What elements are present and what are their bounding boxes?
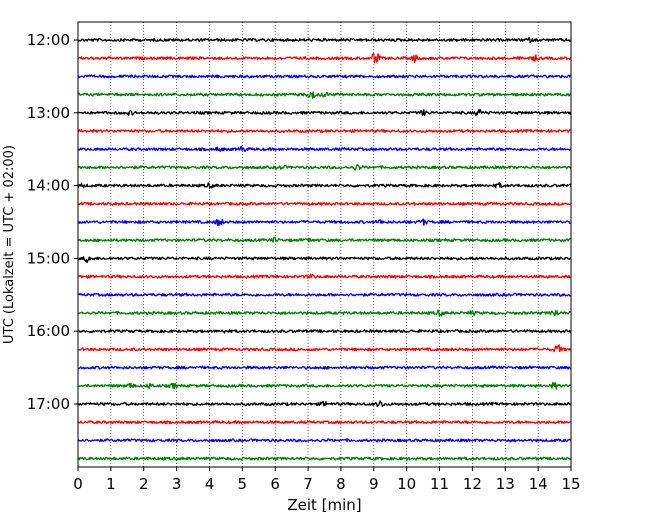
trace-1330 [77,145,572,153]
x-tick-label: 10 [397,475,416,493]
trace-1300 [77,108,572,117]
trace-1745 [77,456,572,461]
y-tick-label: 16:00 [27,322,70,340]
trace-1545 [77,309,572,317]
plot-frame [77,21,572,468]
x-tick-label: 7 [303,475,313,493]
trace-1615 [77,344,572,353]
trace-1245 [77,91,572,99]
y-tick-label: 13:00 [27,104,70,122]
trace-1530 [77,292,572,297]
trace-1630 [77,365,572,370]
grid-lines [110,22,539,467]
y-tick-label: 17:00 [27,395,70,413]
y-ticks: 12:00 13:00 14:00 15:00 16:00 17:00 [27,31,78,413]
trace-1315 [77,128,572,134]
x-tick-label: 11 [430,475,449,493]
seismogram-traces [77,36,572,461]
trace-1430 [77,218,572,227]
x-tick-label: 13 [496,475,515,493]
trace-1600 [77,329,572,334]
x-tick-label: 5 [238,475,248,493]
trace-1515 [77,273,572,279]
trace-1215 [77,52,572,64]
y-tick-label: 12:00 [27,31,70,49]
x-tick-label: 9 [369,475,379,493]
y-tick-label: 14:00 [27,177,70,195]
trace-1200 [77,36,572,44]
x-tick-label: 14 [529,475,548,493]
x-tick-label: 3 [172,475,182,493]
y-tick-label: 15:00 [27,249,70,267]
x-tick-label: 12 [463,475,482,493]
trace-1400 [77,182,572,189]
x-ticks: 0 1 2 3 4 5 6 7 8 9 10 11 12 13 14 15 [73,467,581,493]
trace-1700 [77,400,572,408]
x-tick-label: 2 [139,475,149,493]
trace-1715 [77,420,572,425]
trace-1500 [77,256,572,264]
trace-1415 [77,201,572,206]
trace-1445 [77,237,572,243]
x-tick-label: 4 [205,475,215,493]
trace-1345 [77,164,572,171]
x-axis-label: Zeit [min] [287,496,361,514]
x-tick-label: 8 [336,475,346,493]
x-tick-label: 6 [270,475,280,493]
y-axis-label: UTC (Lokalzeit = UTC + 02:00) [2,145,17,344]
trace-1645 [77,382,572,390]
trace-1230 [77,74,572,79]
x-tick-label: 1 [106,475,116,493]
x-tick-label: 15 [561,475,580,493]
trace-1730 [77,438,572,443]
x-tick-label: 0 [73,475,83,493]
